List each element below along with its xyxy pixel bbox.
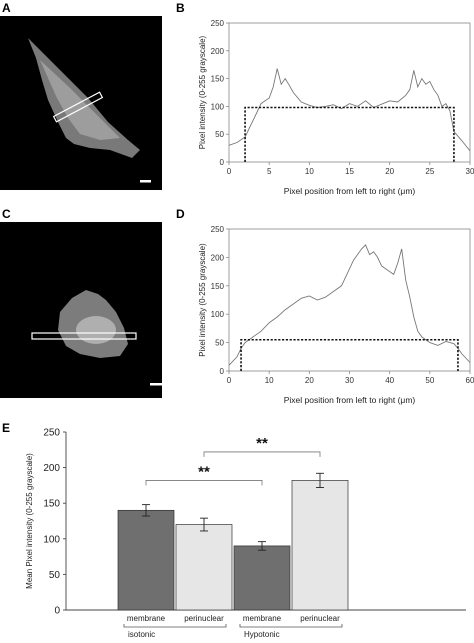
chart-e-significance-bracket xyxy=(203,451,321,457)
chart-e-category-label: perinuclear xyxy=(300,614,340,623)
chart-d-x-tick-label: 10 xyxy=(265,376,274,385)
panel-label-d: D xyxy=(176,207,185,221)
chart-b-x-tick-label: 30 xyxy=(466,167,474,176)
cell-a xyxy=(28,38,140,158)
chart-d-y-tick-label: 50 xyxy=(215,339,224,348)
chart-d-y-tick-label: 250 xyxy=(211,225,225,234)
chart-e-y-tick-label: 50 xyxy=(49,570,61,581)
chart-e-bar xyxy=(233,545,291,611)
chart-e-y-tick-label: 250 xyxy=(43,428,60,439)
chart-e-category-label: membrane xyxy=(243,614,282,623)
chart-e-y-tick-label: 100 xyxy=(43,534,60,545)
chart-b-x-tick-label: 15 xyxy=(345,167,354,176)
profile-chart-d: 0 50 100 150 200 250 0 10 20 30 40 50 60 Pixel positi… xyxy=(198,225,474,405)
chart-e-y-tick-label: 150 xyxy=(43,499,60,510)
chart-d-x-tick-label: 20 xyxy=(305,376,314,385)
chart-b-y-tick-label: 150 xyxy=(211,75,225,84)
chart-d-plot-area xyxy=(228,228,471,372)
micrograph-c xyxy=(0,222,164,398)
panel-label-a: A xyxy=(2,1,11,15)
chart-b-x-tick-label: 10 xyxy=(305,167,314,176)
chart-e-significance-label: ** xyxy=(256,435,268,452)
chart-b-y-tick-label: 50 xyxy=(215,130,224,139)
panel-label-e: E xyxy=(2,421,10,435)
chart-e-significance-bracket xyxy=(145,480,263,486)
chart-d-x-tick-label: 40 xyxy=(385,376,394,385)
line-scan-box-c xyxy=(31,332,137,340)
chart-e-bar xyxy=(175,524,233,611)
bar-chart-e: 0 50 100 150 200 250 Mean Pixel intensity (0-2… xyxy=(25,428,466,639)
panel-label-b: B xyxy=(176,1,185,15)
chart-d-intensity-profile-line xyxy=(228,244,471,366)
scale-bar-c xyxy=(150,383,164,386)
chart-b-x-tick-label: 20 xyxy=(385,167,394,176)
chart-e-group-bracket xyxy=(123,624,227,628)
chart-b-x-tick-label: 25 xyxy=(425,167,434,176)
chart-d-y-tick-label: 200 xyxy=(211,253,225,262)
chart-b-x-tick-label: 5 xyxy=(267,167,272,176)
chart-e-category-label: membrane xyxy=(127,614,166,623)
chart-e-bar xyxy=(117,509,175,611)
chart-b-y-tick-label: 0 xyxy=(220,158,225,167)
chart-d-x-tick-label: 0 xyxy=(227,376,232,385)
chart-d-x-tick-label: 50 xyxy=(425,376,434,385)
chart-d-x-tick-label: 30 xyxy=(345,376,354,385)
line-scan-box-a xyxy=(52,91,104,123)
chart-d-y-tick-label: 100 xyxy=(211,310,225,319)
chart-b-y-tick-label: 100 xyxy=(211,102,225,111)
chart-e-y-axis-label: Mean Pixel intensity (0-255 grayscale) xyxy=(25,453,34,589)
chart-d-y-tick-label: 150 xyxy=(211,282,225,291)
chart-b-y-tick-label: 250 xyxy=(211,19,225,28)
cell-c-nucleus-region xyxy=(76,316,116,344)
chart-e-group-label: Hypotonic xyxy=(244,630,280,639)
chart-d-y-tick-label: 0 xyxy=(220,367,225,376)
chart-d-baseline-box xyxy=(240,338,459,371)
chart-b-y-axis-label: Pixel intensity (0-255 grayscale) xyxy=(198,35,207,149)
chart-b-y-tick-label: 200 xyxy=(211,47,225,56)
chart-e-significance-label: ** xyxy=(198,463,210,480)
chart-e-category-label: perinuclear xyxy=(184,614,224,623)
chart-d-x-tick-label: 60 xyxy=(466,376,474,385)
chart-b-x-tick-label: 0 xyxy=(227,167,232,176)
profile-chart-b: 0 50 100 150 200 250 0 5 10 15 20 25 30 Pixel positio… xyxy=(198,19,474,196)
chart-d-y-axis-label: Pixel intensity (0-255 grayscale) xyxy=(198,243,207,357)
chart-b-intensity-profile-line xyxy=(228,68,471,152)
chart-b-baseline-box xyxy=(244,106,455,162)
cell-a-bright-region xyxy=(40,60,120,140)
chart-b-x-axis-label: Pixel position from left to right (μm) xyxy=(284,186,416,196)
chart-d-x-axis-label: Pixel position from left to right (μm) xyxy=(284,395,416,405)
chart-e-y-tick-label: 0 xyxy=(54,606,60,617)
panel-label-c: C xyxy=(2,207,11,221)
chart-b-plot-area xyxy=(228,22,471,163)
chart-e-bar xyxy=(291,480,349,611)
chart-e-y-tick-label: 200 xyxy=(43,463,60,474)
micrograph-a xyxy=(0,16,162,190)
scale-bar-a xyxy=(140,180,151,183)
chart-e-group-label: isotonic xyxy=(128,630,155,639)
chart-e-group-bracket xyxy=(239,624,343,628)
